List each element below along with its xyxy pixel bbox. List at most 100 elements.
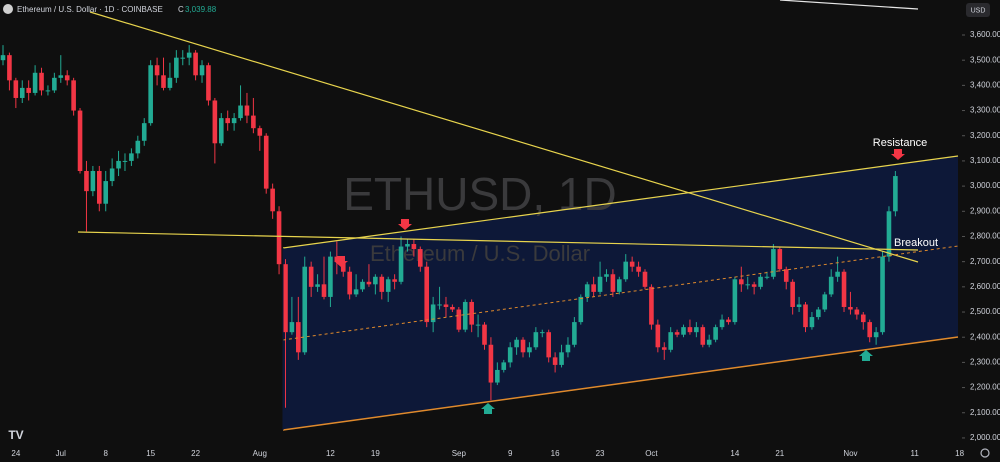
candle-body — [244, 105, 250, 116]
candle-body — [501, 362, 507, 370]
close-label: C — [178, 5, 184, 14]
y-tick-label: 2,900.00 — [970, 206, 1000, 215]
candle-body — [552, 357, 558, 365]
candle-body — [373, 276, 378, 285]
currency[interactable]: USD — [971, 7, 986, 14]
candle-body — [828, 276, 834, 295]
settings-icon[interactable] — [980, 448, 990, 458]
x-tick-label: 9 — [508, 449, 513, 458]
candle-body — [546, 332, 551, 358]
x-tick-label: Aug — [253, 449, 267, 458]
watermark: ETHUSD, 1D — [343, 168, 616, 220]
down-arrow — [891, 149, 905, 160]
candle-body — [257, 128, 263, 136]
candle-body — [437, 304, 442, 306]
candle-body — [816, 309, 821, 318]
x-tick-label: 22 — [191, 449, 200, 458]
candle-body — [45, 90, 51, 92]
candle-body — [719, 319, 725, 328]
candle-body — [488, 344, 494, 383]
candle-body — [803, 304, 808, 328]
trend-line — [779, 0, 919, 10]
candle-body — [263, 135, 269, 189]
candle-body — [591, 284, 596, 292]
candle-body — [90, 170, 96, 192]
arrows — [481, 350, 873, 414]
arrows — [334, 149, 905, 267]
candle-body — [19, 87, 25, 98]
candle-body — [700, 327, 706, 345]
candle-body — [796, 304, 802, 307]
candle-body — [379, 276, 385, 292]
x-tick-label: Sep — [452, 449, 467, 458]
candle-body — [109, 168, 115, 182]
candle-body — [475, 324, 481, 326]
candle-body — [495, 369, 500, 383]
candle-body — [360, 281, 365, 290]
candle-body — [116, 160, 121, 169]
candle-body — [77, 110, 83, 171]
candles — [0, 45, 898, 408]
candle-body — [251, 115, 256, 129]
candle-body — [507, 347, 513, 363]
candle-body — [270, 188, 275, 212]
y-tick-label: 2,100.00 — [970, 408, 1000, 417]
annotation: Resistance — [873, 137, 927, 149]
candle-body — [739, 279, 744, 285]
candle-body — [231, 118, 237, 124]
y-tick-label: 2,300.00 — [970, 358, 1000, 367]
candle-body — [398, 246, 404, 282]
candle-body — [328, 256, 333, 297]
candle-body — [340, 261, 346, 272]
candle-body — [880, 256, 885, 333]
candle-body — [347, 271, 352, 295]
y-tick-label: 2,400.00 — [970, 332, 1000, 341]
y-tick-label: 3,500.00 — [970, 55, 1000, 64]
candle-body — [629, 261, 635, 267]
candle-body — [366, 281, 372, 285]
candle-body — [681, 327, 686, 335]
candle-body — [71, 80, 76, 111]
candle-body — [122, 160, 128, 162]
candle-body — [713, 327, 718, 340]
candle-body — [276, 211, 282, 265]
candle-body — [302, 266, 308, 353]
candle-body — [334, 256, 340, 262]
logo: TV — [8, 428, 23, 442]
candle-body — [636, 266, 641, 272]
candle-body — [135, 140, 141, 154]
candle-body — [7, 55, 12, 81]
candle-body — [141, 123, 147, 141]
y-tick-label: 3,600.00 — [970, 30, 1000, 39]
candle-body — [462, 301, 468, 330]
candle-body — [58, 75, 64, 78]
candle-body — [52, 77, 57, 91]
candle-body — [674, 332, 680, 335]
candle-body — [154, 65, 160, 76]
candle-body — [835, 271, 840, 277]
candle-body — [0, 55, 6, 61]
support-line — [282, 336, 959, 431]
candle-body — [218, 118, 224, 144]
down-arrow — [334, 256, 348, 267]
candle-body — [642, 271, 648, 287]
candle-body — [199, 65, 205, 76]
candle-body — [873, 332, 879, 338]
candle-body — [97, 170, 102, 204]
candle-body — [649, 286, 654, 325]
candle-body — [411, 244, 417, 250]
candle-body — [777, 249, 783, 270]
up-arrow — [859, 350, 873, 361]
candle-body — [604, 274, 609, 277]
candle-body — [809, 317, 815, 328]
candle-body — [751, 284, 757, 287]
y-tick-label: 3,000.00 — [970, 181, 1000, 190]
candle-body — [527, 347, 532, 353]
candle-body — [180, 57, 186, 59]
x-tick-label: 16 — [551, 449, 560, 458]
currency-button[interactable] — [966, 3, 990, 17]
candle-body — [392, 279, 397, 282]
y-tick-label: 2,700.00 — [970, 257, 1000, 266]
candle-body — [430, 304, 436, 323]
candle-body — [559, 352, 564, 365]
